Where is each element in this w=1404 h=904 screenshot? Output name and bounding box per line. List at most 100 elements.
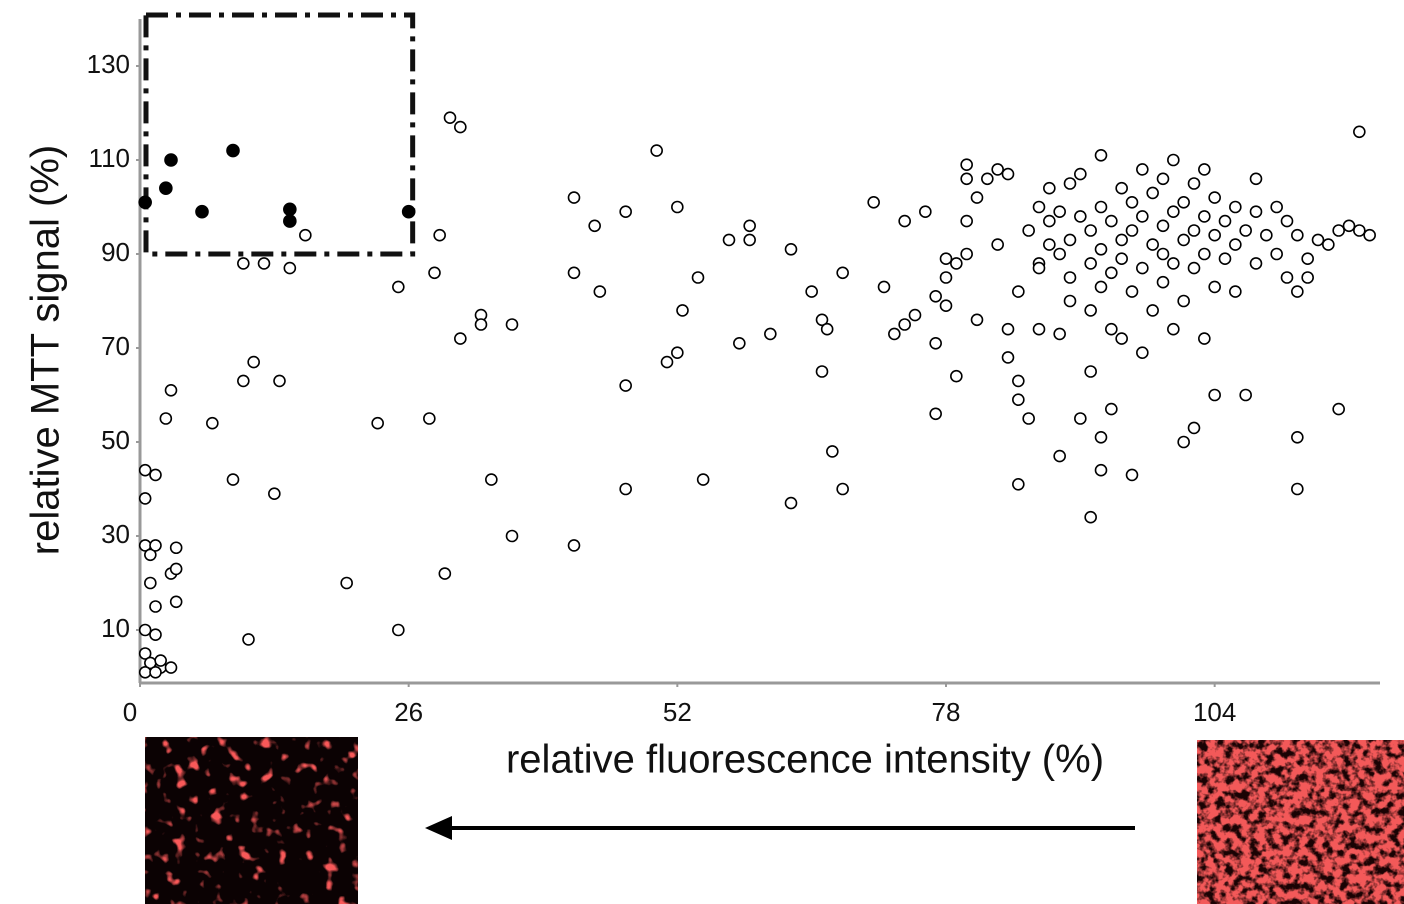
point: [784, 243, 798, 256]
y-tick-label: 50: [101, 425, 130, 455]
point: [1249, 205, 1263, 218]
point: [371, 416, 384, 430]
point: [1208, 280, 1221, 294]
point: [1249, 172, 1263, 186]
point: [1084, 257, 1097, 270]
point: [1146, 186, 1159, 200]
arrow: [425, 816, 1135, 840]
point: [1291, 285, 1304, 298]
point: [1094, 280, 1108, 294]
point: [159, 181, 173, 195]
point: [1136, 346, 1149, 360]
y-tick-label: 70: [101, 331, 130, 361]
point: [960, 158, 973, 171]
point: [1198, 210, 1211, 223]
point: [898, 318, 911, 331]
point: [1280, 271, 1294, 284]
point: [169, 541, 183, 555]
point: [1156, 219, 1170, 233]
point: [826, 445, 839, 458]
point: [1156, 247, 1170, 261]
point: [676, 304, 689, 317]
point: [149, 468, 162, 482]
point: [299, 228, 312, 242]
point: [138, 623, 152, 637]
point: [1156, 275, 1170, 289]
point: [164, 383, 178, 397]
point: [1063, 271, 1077, 284]
point: [454, 120, 467, 134]
point: [237, 374, 250, 388]
point: [144, 576, 157, 590]
point: [836, 266, 849, 280]
point: [1125, 196, 1139, 209]
point: [1063, 233, 1077, 247]
point: [764, 327, 777, 341]
point: [1105, 322, 1118, 336]
point: [226, 143, 240, 158]
point: [991, 163, 1004, 176]
point: [1146, 304, 1159, 317]
y-tick-label: 10: [101, 613, 130, 643]
point: [1012, 374, 1025, 388]
point: [970, 191, 984, 204]
point: [960, 247, 973, 261]
point: [273, 374, 286, 388]
point: [1053, 205, 1066, 218]
point: [567, 539, 581, 552]
point: [1322, 238, 1335, 251]
x-tick-label: 26: [394, 697, 423, 727]
point: [1363, 228, 1376, 242]
point: [1260, 228, 1273, 242]
point: [1249, 257, 1263, 270]
point: [1115, 332, 1128, 345]
point: [1229, 285, 1242, 298]
point: [619, 379, 632, 392]
point: [671, 200, 684, 214]
point: [149, 539, 162, 552]
point: [438, 567, 452, 580]
x-tick-label: 78: [932, 697, 961, 727]
point: [919, 205, 932, 218]
point: [149, 628, 162, 642]
point: [1115, 252, 1128, 266]
point: [1032, 200, 1046, 214]
point: [1239, 224, 1252, 237]
point: [1105, 402, 1118, 416]
point: [1208, 191, 1221, 204]
point: [898, 214, 911, 228]
point: [164, 661, 178, 674]
point: [1177, 233, 1190, 247]
point: [908, 308, 922, 322]
point: [1074, 210, 1087, 223]
point: [1167, 205, 1180, 218]
point: [1187, 421, 1201, 435]
point: [226, 473, 240, 486]
point: [1043, 238, 1056, 251]
point: [1063, 294, 1077, 308]
point: [237, 257, 250, 270]
highlight-box: [143, 12, 416, 257]
point: [1177, 294, 1190, 308]
point: [1332, 402, 1345, 416]
point: [691, 271, 705, 284]
point: [1115, 233, 1128, 247]
point: [815, 313, 829, 327]
point: [991, 238, 1004, 251]
y-axis-title: relative MTT signal (%): [24, 145, 68, 555]
point: [1043, 181, 1056, 195]
point: [1208, 388, 1221, 402]
point: [1291, 482, 1304, 496]
point: [138, 492, 152, 505]
point: [1105, 266, 1118, 280]
point: [392, 623, 405, 637]
point: [1187, 177, 1201, 190]
point: [1053, 449, 1066, 463]
point: [567, 266, 581, 280]
point: [1136, 210, 1149, 223]
point: [505, 529, 519, 543]
point: [1105, 214, 1118, 228]
point: [1084, 304, 1097, 317]
point: [1094, 463, 1108, 477]
point: [1187, 261, 1201, 275]
